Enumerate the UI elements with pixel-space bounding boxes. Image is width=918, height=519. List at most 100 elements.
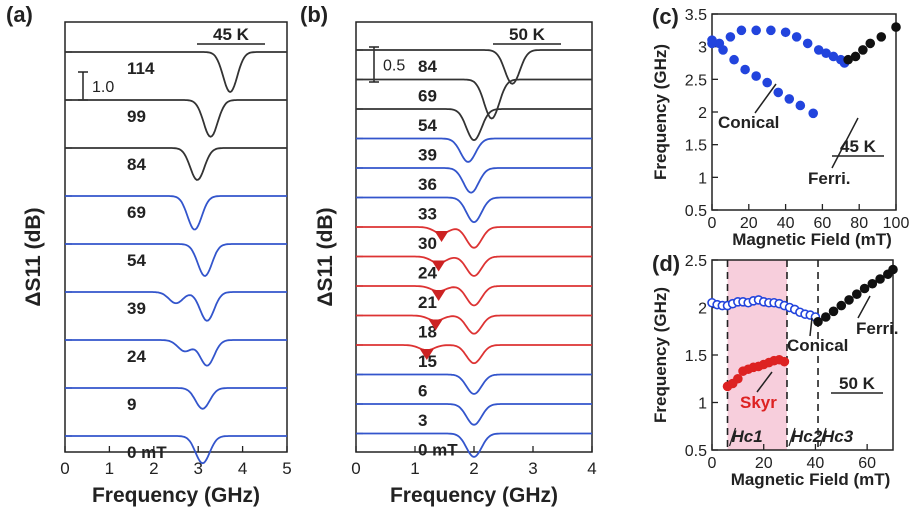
x-tick-label: 20 <box>755 455 773 472</box>
trace-24 <box>65 339 287 367</box>
temperature-label: 45 K <box>840 137 877 156</box>
annotation-skyr: Skyr <box>740 393 777 412</box>
x-tick-label: 4 <box>238 459 247 478</box>
data-point <box>736 25 747 36</box>
annotation-conical: Conical <box>787 336 848 355</box>
y-tick-label: 1.5 <box>685 138 707 155</box>
data-point <box>876 32 887 42</box>
data-point <box>820 312 831 322</box>
plot-frame <box>355 21 593 453</box>
scale-bar-label: 1.0 <box>92 79 114 96</box>
annotation-arrow <box>754 83 777 114</box>
x-tick-label: 2 <box>469 459 478 478</box>
plot-frame <box>64 21 288 453</box>
y-tick-label: 0.5 <box>685 443 707 460</box>
data-point <box>791 32 802 42</box>
y-tick-label: 0.5 <box>685 203 707 220</box>
trace-label: 6 <box>418 382 427 401</box>
trace-label: 69 <box>127 203 146 222</box>
y-tick-label: 1.5 <box>685 348 707 365</box>
trace-69 <box>356 78 592 120</box>
trace-label: 30 <box>418 234 437 253</box>
trace-label: 33 <box>418 205 437 224</box>
trace-label: 84 <box>127 155 146 174</box>
y-tick-label: 2.5 <box>685 253 707 270</box>
skyrmion-phase-region <box>727 260 787 450</box>
data-point <box>844 295 854 305</box>
annotation-arrow <box>831 117 859 169</box>
data-point <box>891 22 901 32</box>
trace-label: 15 <box>418 352 437 371</box>
trace-54 <box>65 243 287 277</box>
temperature-label: 50 K <box>509 25 546 44</box>
panel-a: (a) 45 K 0 1 2 3 4 5 Frequency (GHz) ΔS11 (dB) 1.0… <box>6 2 292 507</box>
data-point <box>802 38 813 49</box>
trace-label: 18 <box>418 323 437 342</box>
trace-label: 24 <box>418 264 437 283</box>
data-point <box>867 278 878 289</box>
trace-label: 0 mT <box>418 441 458 460</box>
x-axis-label: Frequency (GHz) <box>92 484 260 507</box>
x-axis-label: Magnetic Field (mT) <box>731 470 891 489</box>
data-point <box>707 35 717 45</box>
x-tick-label: 40 <box>807 455 825 472</box>
trace-label: 84 <box>418 57 437 76</box>
trace-39 <box>356 137 592 163</box>
x-tick-label: 60 <box>858 455 876 472</box>
y-tick-label: 2.5 <box>685 72 707 89</box>
x-tick-label: 40 <box>777 215 795 232</box>
y-tick-label: 1 <box>698 396 707 413</box>
y-axis-label: Frequency (GHz) <box>651 44 670 180</box>
data-point <box>836 300 847 311</box>
data-point <box>858 45 868 55</box>
trace-15 <box>356 344 592 365</box>
data-point <box>762 77 773 88</box>
data-point <box>780 27 791 38</box>
trace-label: 24 <box>127 347 146 366</box>
trace-9 <box>65 387 287 410</box>
trace-84 <box>65 147 287 181</box>
x-tick-label: 2 <box>149 459 158 478</box>
x-axis-label: Frequency (GHz) <box>390 484 558 507</box>
x-tick-label: 0 <box>351 459 360 478</box>
x-tick-label: 1 <box>410 459 419 478</box>
trace-30 <box>356 226 592 249</box>
trace-label: 9 <box>127 395 136 414</box>
critical-field-arrow <box>788 427 796 447</box>
skyrmion-mode-marker <box>431 260 446 272</box>
data-point <box>784 94 795 104</box>
trace-label: 54 <box>127 251 146 270</box>
x-tick-label: 4 <box>587 459 596 478</box>
critical-field-arrow <box>728 427 737 447</box>
panel-label: (a) <box>6 2 33 27</box>
x-tick-label: 1 <box>105 459 114 478</box>
trace-36 <box>356 167 592 194</box>
panel-label: (b) <box>300 2 328 27</box>
panel-label: (c) <box>652 4 679 29</box>
x-tick-label: 3 <box>528 459 537 478</box>
trace-label: 36 <box>418 175 437 194</box>
data-point <box>718 45 728 55</box>
data-point <box>751 25 761 36</box>
trace-3 <box>356 403 592 426</box>
data-point <box>725 32 736 42</box>
data-point <box>729 54 739 65</box>
trace-21 <box>356 285 592 307</box>
trace-label: 3 <box>418 411 427 430</box>
temperature-label: 45 K <box>213 25 250 44</box>
trace-0-mT <box>356 432 592 458</box>
data-point <box>779 356 790 367</box>
critical-field-label: Hc2 <box>791 427 823 446</box>
panel-label: (d) <box>652 251 680 276</box>
critical-field-arrow <box>819 427 827 447</box>
critical-field-label: Hc3 <box>822 427 854 446</box>
data-point <box>859 283 870 294</box>
data-point <box>865 38 876 49</box>
annotation-arrow <box>809 317 813 337</box>
trace-114 <box>65 51 287 94</box>
data-point <box>851 289 862 300</box>
trace-label: 54 <box>418 116 437 135</box>
